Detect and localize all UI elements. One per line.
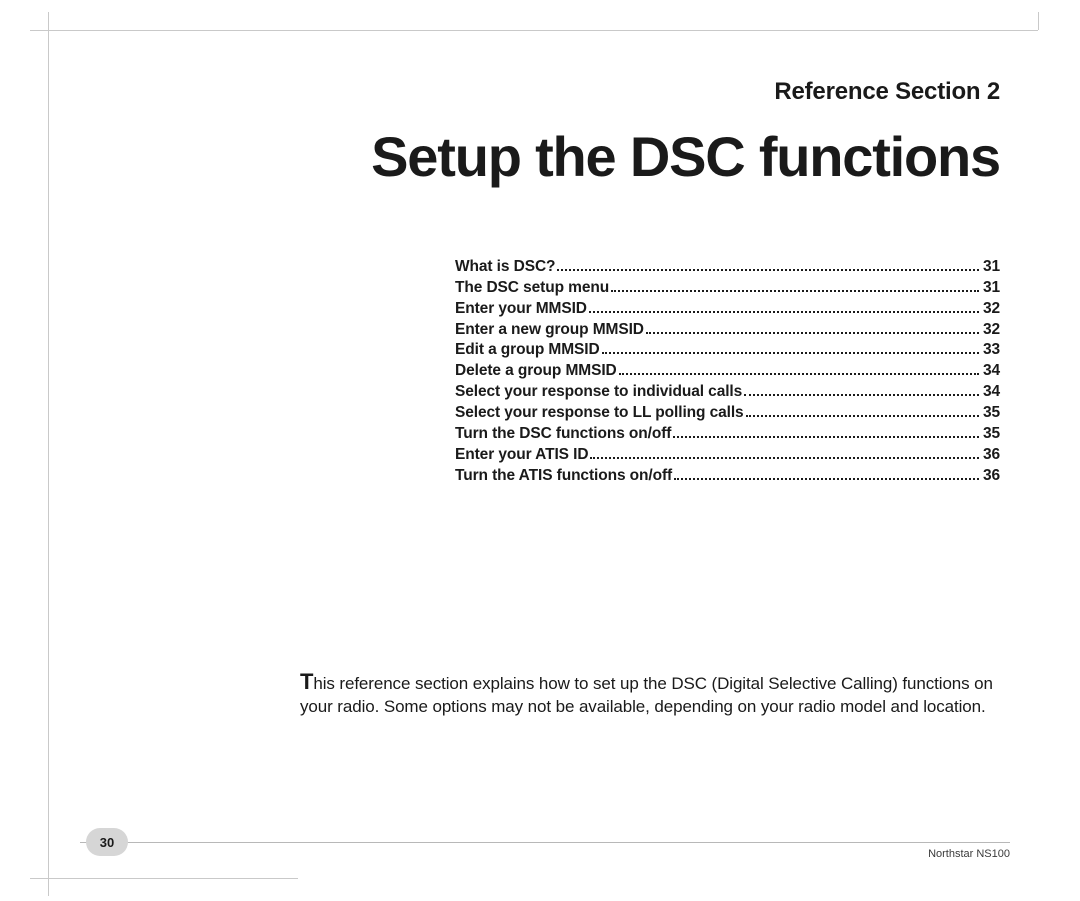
- crop-tick: [30, 30, 48, 31]
- frame-line: [48, 30, 1038, 31]
- intro-text: his reference section explains how to se…: [300, 674, 993, 716]
- toc-label: Turn the ATIS functions on/off: [455, 466, 672, 487]
- page-title: Setup the DSC functions: [300, 128, 1000, 187]
- toc-leader-dots: [646, 332, 979, 334]
- dropcap: T: [300, 669, 313, 694]
- page-footer: 30 Northstar NS100: [80, 826, 1010, 860]
- toc-leader-dots: [674, 478, 979, 480]
- crop-tick: [1038, 12, 1039, 30]
- toc-page-number: 32: [983, 320, 1000, 341]
- page-number-badge: 30: [86, 828, 128, 856]
- crop-tick: [48, 878, 49, 896]
- toc-page-number: 35: [983, 424, 1000, 445]
- toc-leader-dots: [744, 394, 979, 396]
- toc-label: Enter your ATIS ID: [455, 445, 588, 466]
- section-label: Reference Section 2: [300, 78, 1000, 106]
- toc-row: Delete a group MMSID 34: [455, 361, 1000, 382]
- toc-label: Delete a group MMSID: [455, 361, 617, 382]
- toc-leader-dots: [602, 352, 979, 354]
- toc-row: Enter your MMSID 32: [455, 299, 1000, 320]
- toc-page-number: 35: [983, 403, 1000, 424]
- toc-leader-dots: [673, 436, 979, 438]
- toc-leader-dots: [611, 290, 979, 292]
- toc-page-number: 31: [983, 257, 1000, 278]
- toc-row: Edit a group MMSID 33: [455, 340, 1000, 361]
- table-of-contents: What is DSC?31The DSC setup menu31Enter …: [455, 257, 1000, 487]
- toc-row: Enter your ATIS ID 36: [455, 445, 1000, 466]
- toc-label: The DSC setup menu: [455, 278, 609, 299]
- toc-row: What is DSC? 31: [455, 257, 1000, 278]
- footer-doc-name: Northstar NS100: [928, 848, 1010, 860]
- toc-label: Edit a group MMSID: [455, 340, 600, 361]
- content-block: Reference Section 2 Setup the DSC functi…: [300, 78, 1000, 487]
- toc-label: What is DSC?: [455, 257, 555, 278]
- toc-label: Turn the DSC functions on/off: [455, 424, 671, 445]
- toc-label: Select your response to individual calls: [455, 382, 742, 403]
- toc-page-number: 34: [983, 361, 1000, 382]
- toc-label: Select your response to LL polling calls: [455, 403, 744, 424]
- toc-page-number: 36: [983, 445, 1000, 466]
- toc-row: Select your response to individual calls…: [455, 382, 1000, 403]
- footer-rule: [80, 842, 1010, 843]
- toc-row: Enter a new group MMSID 32: [455, 320, 1000, 341]
- toc-page-number: 31: [983, 278, 1000, 299]
- frame-line: [48, 878, 298, 879]
- crop-tick: [48, 12, 49, 30]
- toc-leader-dots: [746, 415, 979, 417]
- intro-paragraph: This reference section explains how to s…: [300, 668, 1000, 718]
- toc-leader-dots: [619, 373, 979, 375]
- document-page: Reference Section 2 Setup the DSC functi…: [0, 0, 1080, 901]
- toc-label: Enter your MMSID: [455, 299, 587, 320]
- toc-row: Turn the ATIS functions on/off 36: [455, 466, 1000, 487]
- frame-line: [48, 30, 49, 878]
- toc-row: The DSC setup menu 31: [455, 278, 1000, 299]
- toc-row: Select your response to LL polling calls…: [455, 403, 1000, 424]
- toc-row: Turn the DSC functions on/off 35: [455, 424, 1000, 445]
- toc-label: Enter a new group MMSID: [455, 320, 644, 341]
- crop-tick: [30, 878, 48, 879]
- toc-leader-dots: [589, 311, 979, 313]
- toc-leader-dots: [557, 269, 979, 271]
- toc-page-number: 36: [983, 466, 1000, 487]
- toc-leader-dots: [590, 457, 979, 459]
- toc-page-number: 32: [983, 299, 1000, 320]
- toc-page-number: 34: [983, 382, 1000, 403]
- toc-page-number: 33: [983, 340, 1000, 361]
